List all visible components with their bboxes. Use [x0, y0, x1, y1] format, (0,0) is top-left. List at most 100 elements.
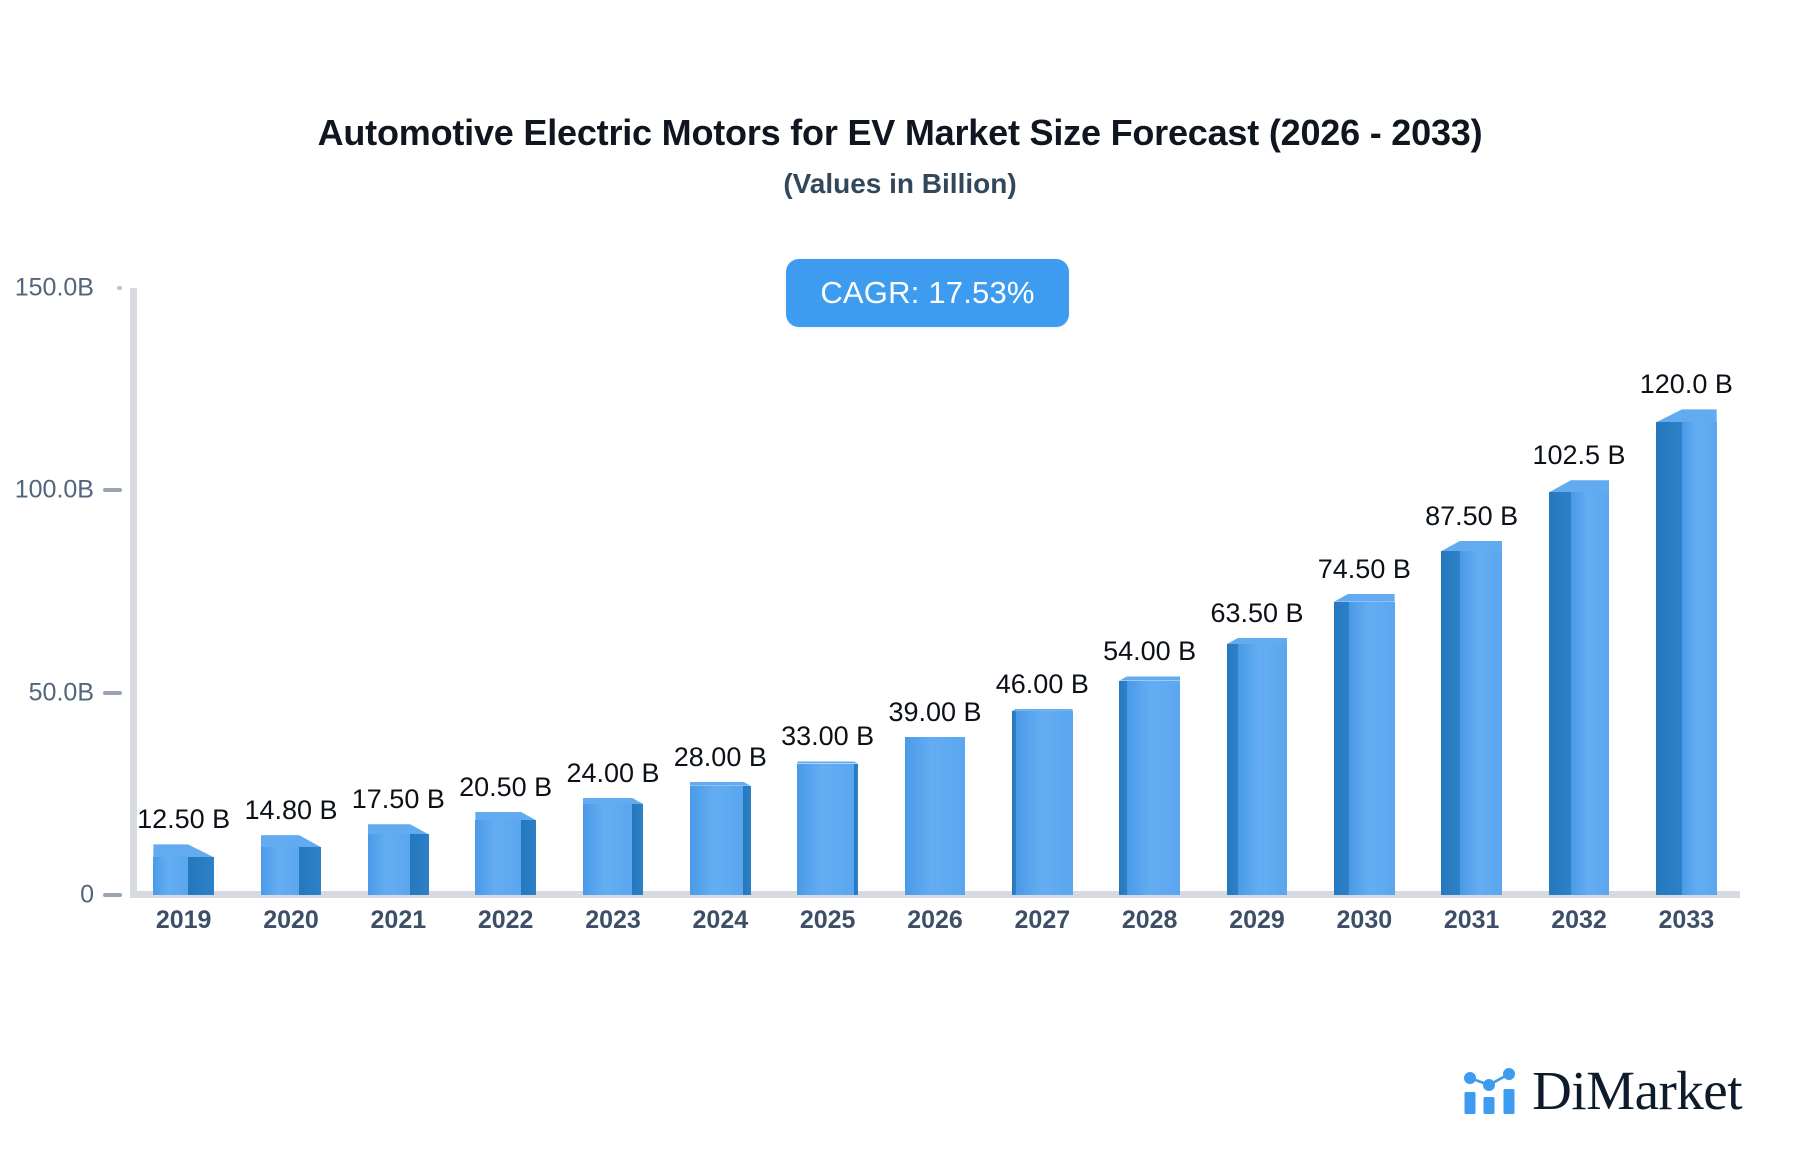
bar-value-label: 20.50 B: [459, 772, 553, 803]
y-axis-tick-label: 0: [80, 880, 94, 909]
bar-value-label: 39.00 B: [888, 697, 982, 728]
bar[interactable]: 33.00 B: [781, 721, 874, 895]
bar-front-face: [368, 834, 411, 895]
bar-value-label: 12.50 B: [137, 804, 231, 835]
bar[interactable]: 46.00 B: [996, 669, 1089, 895]
brand-logo: DiMarket: [1462, 1063, 1742, 1118]
bar-slot: 63.50 B: [1210, 288, 1304, 895]
bar-side-face: [1548, 492, 1571, 895]
bar-top-face: [368, 824, 429, 835]
bar-value-label: 17.50 B: [351, 784, 445, 815]
brand-logo-text: DiMarket: [1532, 1060, 1742, 1121]
bar-side-face: [187, 857, 214, 895]
bar[interactable]: 17.50 B: [352, 784, 445, 895]
x-axis-labels: 2019 2020 2021 2022 2023 2024 2025 2026 2027 2028…: [130, 906, 1740, 946]
y-axis-tick-mark: [103, 690, 122, 695]
y-axis-line: [130, 288, 137, 898]
x-axis-tick-label: 2025: [799, 906, 856, 934]
bar-front-face: [260, 847, 300, 895]
y-axis-tick-label: 150.0B: [14, 273, 94, 302]
bar-side-face: [1441, 551, 1460, 895]
bar-front-face: [690, 785, 744, 895]
bar-side-face: [1119, 680, 1127, 895]
bar-slot: 28.00 B: [674, 288, 767, 895]
bar-value-label: 120.0 B: [1639, 369, 1733, 400]
x-axis-tick-label: 2026: [907, 906, 963, 934]
bar[interactable]: 14.80 B: [244, 795, 338, 895]
bar-top-face: [475, 812, 536, 821]
bar[interactable]: 63.50 B: [1210, 598, 1304, 895]
bar-value-label: 28.00 B: [673, 741, 767, 772]
x-axis-tick-label: 2020: [263, 906, 319, 934]
bar[interactable]: 54.00 B: [1103, 636, 1196, 895]
y-axis-tick-label: 100.0B: [14, 475, 94, 504]
bar-top-face: [1012, 708, 1073, 711]
x-axis-tick-label: 2030: [1336, 906, 1393, 934]
bar-slot: 102.5 B: [1532, 288, 1626, 895]
bar-front-face: [153, 857, 188, 895]
y-axis-tick-mark: [103, 488, 122, 493]
bar[interactable]: 20.50 B: [459, 772, 552, 895]
bar-top-face: [1119, 676, 1180, 681]
bar-value-label: 33.00 B: [781, 721, 875, 752]
x-axis-tick-label: 2019: [155, 906, 212, 934]
x-axis-tick-label: 2022: [477, 906, 534, 934]
bar-value-label: 46.00 B: [995, 668, 1089, 699]
bar-top-face: [690, 781, 751, 786]
bar-top-face: [1656, 409, 1717, 423]
bar-slot: 74.50 B: [1318, 288, 1411, 895]
x-axis-tick-label: 2027: [1014, 906, 1071, 934]
bar-front-face: [1015, 710, 1073, 895]
bar-side-face: [521, 820, 536, 895]
y-axis-tick-mark: [103, 893, 122, 897]
bar[interactable]: 28.00 B: [674, 742, 767, 895]
bar-side-face: [854, 763, 858, 895]
bar-value-label: 24.00 B: [566, 757, 660, 788]
chart-subtitle: (Values in Billion): [783, 168, 1017, 199]
bar-front-face: [904, 737, 966, 895]
bar-top-face: [1548, 480, 1610, 493]
bar-slot: 17.50 B: [352, 288, 445, 895]
bar-front-face: [582, 804, 633, 895]
bar-slot: 33.00 B: [781, 288, 874, 895]
bar[interactable]: 24.00 B: [566, 758, 660, 895]
x-axis-tick-label: 2031: [1443, 906, 1500, 934]
bar-slot: 39.00 B: [888, 288, 982, 895]
bar-side-face: [1226, 644, 1238, 895]
bar-front-face: [475, 820, 522, 895]
bar-top-face: [1334, 593, 1395, 602]
bar-slot: 12.50 B: [137, 288, 230, 895]
cagr-badge: CAGR: 17.53%: [786, 259, 1069, 327]
bar-side-face: [1656, 422, 1682, 895]
bar-slot: 120.0 B: [1640, 288, 1733, 895]
y-axis-tick-label: 50.0B: [28, 678, 94, 707]
bar[interactable]: 12.50 B: [137, 804, 230, 895]
x-axis-tick-label: 2028: [1121, 906, 1178, 934]
bar[interactable]: 74.50 B: [1318, 554, 1411, 895]
bar-front-face: [1348, 601, 1395, 895]
bar-top-face: [1226, 638, 1288, 645]
bar[interactable]: 39.00 B: [888, 697, 982, 895]
bar-value-label: 102.5 B: [1532, 440, 1626, 471]
bar-slot: 87.50 B: [1425, 288, 1518, 895]
bar-front-face: [1459, 551, 1502, 895]
bar[interactable]: 102.5 B: [1532, 440, 1626, 895]
bar-front-face: [797, 763, 855, 895]
chart-title: Automotive Electric Motors for EV Market…: [317, 112, 1483, 153]
bar-slot: 54.00 B: [1103, 288, 1196, 895]
bar-front-face: [1126, 680, 1180, 895]
bar-side-face: [743, 785, 751, 895]
bar-top-face: [260, 835, 322, 848]
bar[interactable]: 120.0 B: [1640, 369, 1733, 895]
bar-side-face: [632, 804, 644, 895]
y-axis-tick-mark: [117, 286, 122, 290]
bar-front-face: [1682, 422, 1717, 895]
bar-side-face: [1012, 710, 1016, 895]
bar[interactable]: 87.50 B: [1425, 501, 1518, 895]
bar-side-face: [299, 847, 322, 895]
bar-front-face: [1570, 492, 1610, 895]
bar-top-face: [1441, 540, 1502, 552]
x-axis-tick-label: 2021: [370, 906, 427, 934]
bar-value-label: 87.50 B: [1425, 500, 1519, 531]
bars-layer: 12.50 B 14.80 B 17.50 B 20.50 B 24.00 B 28.00…: [130, 288, 1740, 895]
